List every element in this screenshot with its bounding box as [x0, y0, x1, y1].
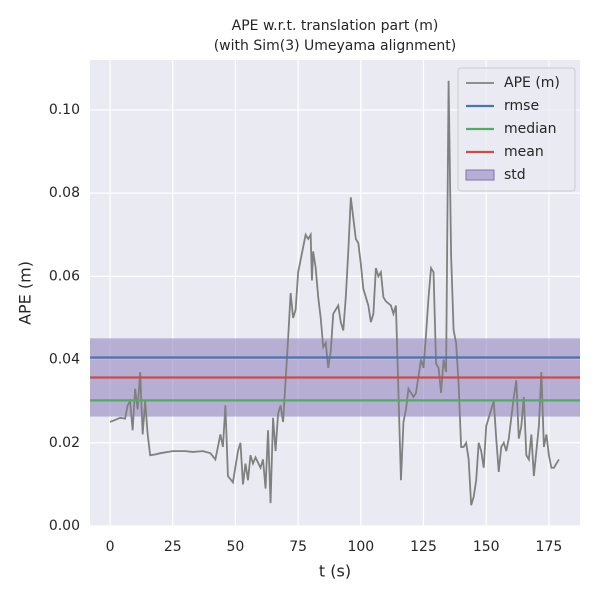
legend-label: APE (m) [504, 75, 560, 91]
y-tick-label: 0.08 [49, 185, 80, 201]
y-axis-label: APE (m) [16, 261, 35, 325]
x-tick-label: 150 [473, 539, 500, 555]
ape-line [109, 80, 560, 506]
legend-box [457, 67, 576, 192]
y-tick-label: 0.06 [49, 268, 80, 284]
x-tick-label: 50 [227, 539, 245, 555]
legend-label: rmse [504, 98, 539, 114]
x-axis-label: t (s) [319, 562, 351, 581]
y-tick-label: 0.00 [49, 518, 80, 534]
chart-subtitle: (with Sim(3) Umeyama alignment) [214, 38, 457, 54]
x-tick-label: 25 [164, 539, 182, 555]
y-tick-label: 0.04 [49, 352, 80, 368]
x-tick-label: 75 [289, 539, 307, 555]
x-tick-label: 125 [410, 539, 437, 555]
legend-label: median [504, 121, 556, 137]
x-tick-label: 0 [106, 539, 115, 555]
x-tick-label: 175 [536, 539, 563, 555]
chart-title: APE w.r.t. translation part (m) [232, 18, 439, 34]
y-tick-label: 0.10 [49, 102, 80, 118]
legend-label: mean [504, 144, 544, 160]
legend-swatch [465, 169, 495, 181]
y-tick-label: 0.02 [49, 435, 80, 451]
legend-label: std [504, 167, 526, 183]
x-tick-label: 100 [347, 539, 374, 555]
